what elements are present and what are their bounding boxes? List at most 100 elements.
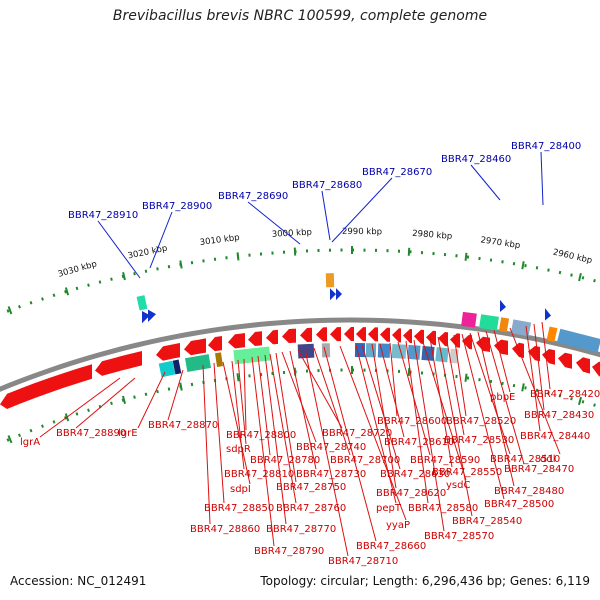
inner-ruler-tick	[489, 379, 493, 384]
reverse-leader-line	[243, 358, 247, 431]
reverse-gene-arrow	[414, 329, 424, 345]
feature-box	[325, 273, 335, 288]
outer-ruler-tick	[455, 254, 458, 258]
gene-labels: BBR47_28910 BBR47_28900 BBR47_28690 BBR47_2…	[20, 141, 600, 567]
forward-gene-arrow	[336, 288, 342, 301]
reverse-gene-label: BBR47_28620	[376, 488, 446, 499]
inner-ruler-tick	[455, 374, 458, 379]
reverse-gene-label: BBR47_28870	[148, 420, 218, 431]
major-ruler-tick	[293, 247, 297, 256]
major-ruler-tick	[121, 395, 127, 404]
reverse-gene-label: BBR47_28470	[504, 464, 574, 475]
inner-ruler-tick	[190, 382, 194, 387]
feature-box	[377, 343, 391, 358]
reverse-leader-line	[222, 361, 251, 485]
inner-ruler-tick	[581, 400, 585, 404]
outer-ruler-tick	[443, 252, 447, 257]
reverse-gene-arrow	[184, 338, 206, 356]
reverse-leader-line	[361, 344, 401, 470]
inner-ruler-tick	[535, 388, 539, 393]
scale-label: 2960 kbp	[552, 248, 593, 267]
feature-box	[461, 311, 477, 328]
major-ruler-tick	[7, 306, 13, 315]
scale-label: 2980 kbp	[412, 229, 453, 242]
outer-ruler-tick	[87, 283, 90, 287]
major-ruler-tick	[577, 396, 583, 406]
reverse-leader-line	[541, 321, 551, 390]
inner-ruler-tick	[397, 369, 401, 373]
inner-ruler-tick	[558, 394, 562, 398]
reverse-gene-label: BBR47_28770	[266, 524, 336, 535]
inner-ruler-tick	[75, 412, 79, 416]
outer-ruler-tick	[570, 273, 573, 277]
reverse-gene-label: pbpE	[490, 392, 515, 403]
reverse-leader-line	[525, 325, 541, 432]
major-ruler-tick	[236, 373, 240, 382]
forward-leader-line	[97, 220, 141, 279]
forward-gene-label: BBR47_28400	[511, 141, 581, 152]
feature-box	[391, 343, 407, 359]
major-ruler-tick	[179, 382, 183, 391]
reverse-leader-line	[485, 330, 525, 465]
inner-ruler-tick	[570, 396, 573, 401]
reverse-leader-line	[231, 360, 245, 470]
reverse-gene-label: BBR47_28780	[250, 455, 320, 466]
reverse-gene-arrow	[576, 357, 590, 374]
inner-ruler-tick	[363, 368, 366, 372]
inner-ruler-tick	[144, 392, 148, 396]
feature-boxes	[136, 273, 600, 378]
reverse-leader-line	[39, 377, 121, 438]
feature-box	[172, 359, 182, 375]
feature-box	[365, 343, 377, 358]
reverse-gene-label: BBR47_28610	[384, 437, 454, 448]
reverse-gene-arrow	[156, 343, 180, 361]
feature-box	[184, 354, 212, 373]
major-ruler-tick	[407, 247, 411, 256]
reverse-gene-label: BBR47_28810	[224, 469, 294, 480]
major-ruler-tick	[236, 252, 240, 261]
outer-ruler-tick	[593, 278, 596, 283]
inner-ruler-tick	[29, 428, 33, 433]
forward-leader-line	[247, 201, 301, 245]
reverse-gene-label: BBR47_28800	[226, 430, 296, 441]
reverse-leader-line	[202, 364, 211, 525]
reverse-gene-arrow	[558, 352, 572, 369]
forward-leader-line	[540, 151, 544, 206]
scale-label: 3010 kbp	[199, 233, 240, 248]
major-ruler-tick	[179, 260, 183, 269]
reverse-leader-line	[237, 359, 247, 445]
outer-ruler-tick	[489, 258, 493, 262]
inner-ruler-tick	[110, 401, 113, 406]
outer-ruler-tick	[156, 267, 159, 271]
label-leader-lines	[39, 151, 561, 557]
outer-ruler-tick	[202, 259, 205, 263]
forward-gene-label: BBR47_28670	[362, 167, 432, 178]
outer-ruler-tick	[466, 255, 470, 259]
genome-title: Brevibacillus brevis NBRC 100599, comple…	[112, 8, 488, 24]
reverse-gene-label: ddl	[540, 454, 555, 465]
reverse-gene-arrow	[368, 327, 378, 342]
major-ruler-tick	[521, 261, 525, 270]
inner-ruler-tick	[133, 395, 136, 399]
reverse-gene-label: BBR47_28700	[330, 455, 400, 466]
inner-ruler-tick	[547, 391, 550, 395]
reverse-leader-line	[445, 335, 465, 436]
outer-ruler-tick	[420, 251, 424, 255]
reverse-gene-arrow	[228, 333, 245, 349]
major-ruler-tick	[464, 252, 468, 261]
outer-ruler-tick	[524, 264, 527, 268]
reverse-gene-arrow	[0, 364, 92, 409]
scale-label: 3020 kbp	[127, 244, 168, 262]
reverse-leader-line	[75, 377, 136, 429]
reverse-gene-label: BBR47_28590	[410, 455, 480, 466]
reverse-gene-label: BBR47_28530	[444, 435, 514, 446]
inner-ruler-tick	[6, 438, 10, 442]
inner-ruler-tick	[282, 370, 286, 375]
major-ruler-tick	[521, 383, 525, 392]
reverse-gene-label: BBR47_28480	[494, 486, 564, 497]
reverse-gene-label: lgrE	[118, 428, 138, 439]
reverse-gene-label: BBR47_28580	[408, 503, 478, 514]
forward-gene-label: BBR47_28460	[441, 154, 511, 165]
reverse-gene-label: ysdC	[446, 480, 470, 491]
